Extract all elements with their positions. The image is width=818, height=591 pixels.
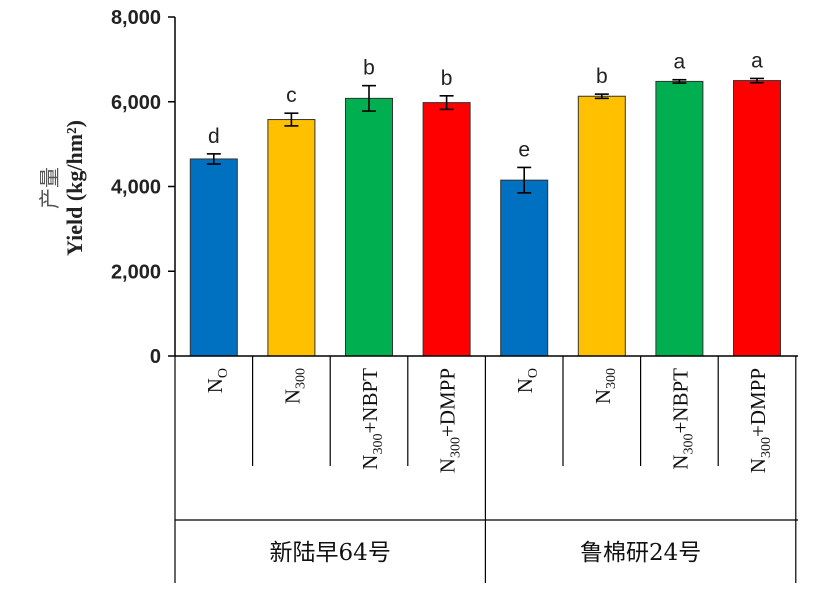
significance-letter: b bbox=[363, 57, 375, 80]
bar bbox=[345, 97, 393, 357]
category-label: N300+DMPP bbox=[436, 368, 464, 473]
bar bbox=[267, 119, 316, 357]
group-label: 新陆早64号 bbox=[270, 540, 391, 566]
y-tick-label: 6,000 bbox=[111, 92, 161, 114]
category-label: N300 bbox=[591, 368, 619, 404]
category-label-suffix: +NBPT bbox=[668, 368, 692, 434]
category-label-main: N bbox=[203, 378, 227, 393]
category-label-subscript: 300 bbox=[681, 434, 696, 455]
category-label-subscript: 300 bbox=[759, 437, 774, 458]
significance-letter: c bbox=[286, 84, 297, 107]
category-label-subscript: 300 bbox=[604, 368, 619, 389]
significance-letter: e bbox=[518, 138, 530, 161]
group-label: 鲁棉研24号 bbox=[580, 540, 701, 566]
significance-letter: a bbox=[751, 49, 763, 72]
significance-letter: b bbox=[596, 65, 608, 88]
bar bbox=[655, 80, 704, 357]
category-label-suffix: +DMPP bbox=[436, 368, 460, 437]
category-label-suffix: +DMPP bbox=[746, 368, 770, 437]
bar bbox=[189, 158, 238, 357]
category-label-subscript: 300 bbox=[293, 368, 308, 389]
category-label-main: N bbox=[513, 378, 537, 393]
category-axis: NON300N300+NBPTN300+DMPP新陆早64号NON300N300… bbox=[174, 355, 798, 583]
category-label-main: N bbox=[280, 389, 304, 404]
category-label-subscript: 300 bbox=[371, 434, 386, 455]
category-label: N300+NBPT bbox=[358, 368, 386, 470]
category-label: NO bbox=[203, 368, 231, 393]
category-label-subscript: O bbox=[526, 368, 541, 378]
category-label: N300 bbox=[280, 368, 308, 404]
category-label-main: N bbox=[591, 389, 615, 404]
category-label: N300+DMPP bbox=[746, 368, 774, 473]
category-label-suffix: +NBPT bbox=[358, 368, 382, 434]
category-label-subscript: 300 bbox=[449, 437, 464, 458]
category-label-main: N bbox=[436, 458, 460, 473]
bar bbox=[422, 102, 471, 357]
category-label: N300+NBPT bbox=[668, 368, 696, 470]
bars: d c b b e b a a bbox=[189, 49, 781, 357]
y-tick-label: 8,000 bbox=[111, 7, 161, 29]
category-label-subscript: O bbox=[216, 368, 231, 378]
category-label-main: N bbox=[668, 455, 692, 470]
y-tick-label: 0 bbox=[150, 346, 161, 368]
y-tick-label: 4,000 bbox=[111, 177, 161, 199]
y-tick-label: 2,000 bbox=[111, 261, 161, 283]
category-label-main: N bbox=[358, 455, 382, 470]
significance-letter: b bbox=[441, 67, 453, 90]
significance-letter: d bbox=[208, 125, 220, 148]
category-label-main: N bbox=[746, 458, 770, 473]
bar bbox=[733, 80, 781, 357]
y-axis-label: Yield (kg/hm²) bbox=[62, 120, 87, 256]
significance-letter: a bbox=[674, 51, 686, 74]
bar bbox=[500, 179, 549, 357]
y-axis-label-chinese: 产量 bbox=[38, 167, 62, 209]
category-label: NO bbox=[513, 368, 541, 393]
y-axis: 0 2,000 4,000 6,000 8,000 bbox=[111, 7, 176, 368]
bar bbox=[577, 95, 626, 357]
